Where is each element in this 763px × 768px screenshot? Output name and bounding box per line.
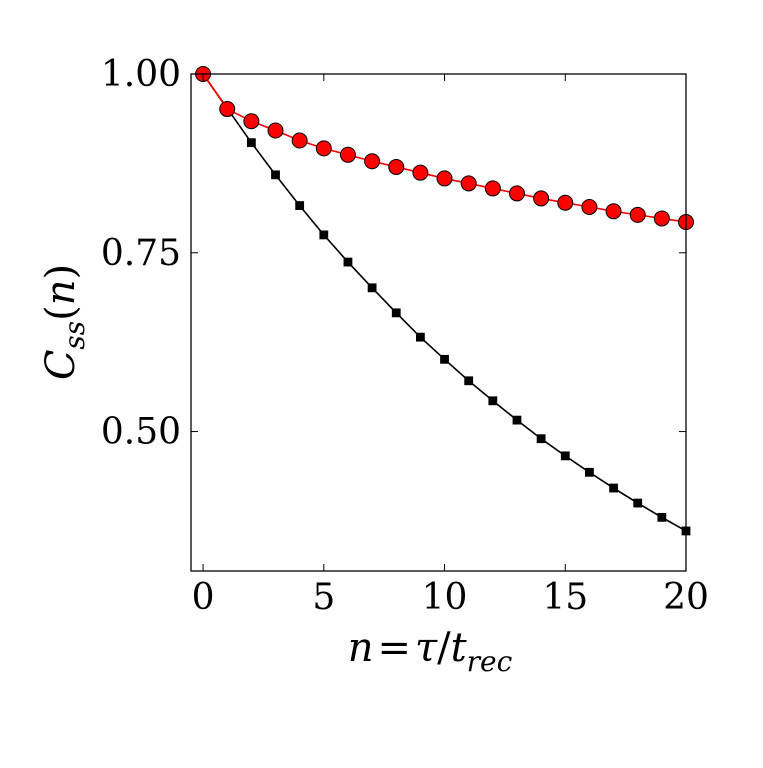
series-layer: [195, 66, 694, 536]
series-black-squares-point-3: [271, 170, 280, 180]
series-red-circles-point-12: [484, 180, 501, 197]
series-red-circles-point-3: [267, 122, 284, 139]
series-black-squares-point-8: [391, 308, 401, 318]
series-black-squares-point-9: [415, 332, 425, 342]
x-tick-label-5: 5: [312, 577, 335, 618]
series-red-circles-point-4: [291, 132, 308, 149]
y-axis-label-n: n: [38, 279, 84, 305]
x-tick-label-10: 10: [422, 577, 468, 618]
series-red-circles-point-15: [557, 194, 574, 211]
x-axis-label-subscript: rec: [467, 645, 513, 678]
y-axis-label: Css(n): [38, 264, 91, 380]
series-red-circles-point-11: [460, 175, 477, 192]
y-axis-label-c: C: [38, 350, 84, 381]
series-black-squares-point-16: [585, 467, 594, 477]
series-black-squares-point-2: [246, 138, 256, 148]
series-black-squares-point-18: [633, 498, 643, 508]
x-axis-label: n = τ/trec: [348, 625, 513, 678]
series-black-squares-point-7: [367, 283, 377, 293]
series-red-circles-point-19: [653, 210, 670, 227]
x-axis-label-n: n: [348, 625, 374, 671]
x-tick-label-20: 20: [663, 577, 709, 618]
x-axis-label-slash: /: [437, 625, 451, 671]
series-black-squares-point-19: [657, 512, 667, 522]
series-red-circles-point-9: [412, 164, 429, 181]
series-black-squares-point-6: [343, 257, 353, 267]
series-black-squares-point-5: [319, 230, 329, 240]
y-tick-label-0.5: 0.50: [101, 412, 181, 453]
series-black-squares-point-12: [488, 396, 498, 406]
series-red-circles-point-6: [339, 146, 356, 163]
axes-frame: [190, 73, 687, 572]
series-black-squares-point-15: [560, 451, 570, 461]
series-red-circles-point-2: [243, 113, 260, 130]
series-red-circles-point-18: [629, 206, 646, 223]
x-axis-label-tau: τ: [415, 625, 438, 671]
series-red-circles-point-17: [605, 203, 622, 220]
series-red-circles-point-10: [436, 170, 453, 187]
y-axis-label-open-paren: (: [38, 305, 84, 321]
series-black-squares-point-10: [440, 354, 449, 364]
x-axis-label-t: t: [451, 625, 468, 671]
series-black-squares-point-14: [536, 434, 546, 444]
y-axis-label-subscript: ss: [58, 321, 91, 350]
series-red-circles-point-16: [581, 199, 598, 216]
series-red-circles-point-8: [388, 158, 405, 175]
series-red-circles-point-1: [219, 101, 236, 118]
series-black-squares-point-4: [295, 201, 305, 210]
series-black-squares-point-17: [609, 483, 618, 493]
x-tick-label-0: 0: [192, 577, 215, 618]
y-tick-label-1: 1.00: [101, 54, 181, 95]
series-black-squares-point-13: [512, 415, 522, 425]
x-axis-label-equals: =: [377, 625, 411, 671]
x-tick-label-15: 15: [542, 577, 588, 618]
y-axis-label-close-paren: ): [38, 264, 84, 280]
ticks-layer: 0 5 10 15 20 0.50 0.75 1.00: [101, 54, 709, 618]
series-red-circles-point-7: [364, 153, 381, 170]
series-black-squares-point-11: [464, 376, 474, 386]
series-red-circles-point-5: [315, 140, 332, 157]
series-red-circles-point-14: [533, 190, 550, 207]
y-tick-label-0.75: 0.75: [101, 233, 181, 274]
series-red-circles-point-13: [508, 185, 525, 202]
